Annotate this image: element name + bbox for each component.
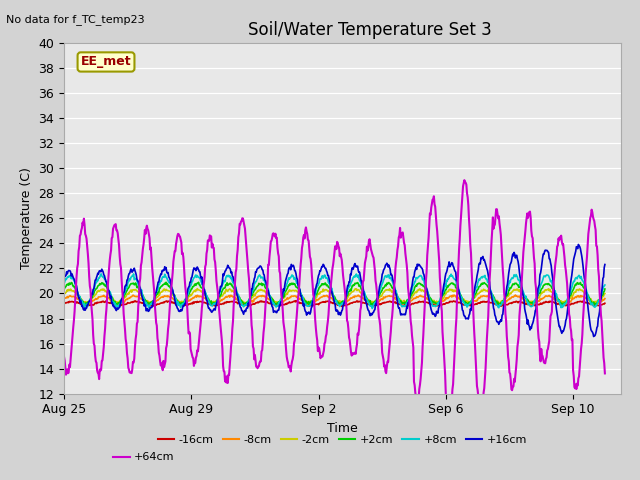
+64cm: [189, 354, 196, 360]
+64cm: [295, 290, 303, 296]
+64cm: [461, 177, 468, 183]
Line: +64cm: +64cm: [64, 180, 605, 419]
-8cm: [511, 292, 519, 298]
-16cm: [292, 298, 300, 303]
+2cm: [163, 279, 170, 285]
-8cm: [278, 299, 285, 305]
+16cm: [147, 304, 155, 310]
+2cm: [60, 287, 68, 293]
-8cm: [559, 301, 567, 307]
Title: Soil/Water Temperature Set 3: Soil/Water Temperature Set 3: [248, 21, 492, 39]
+64cm: [475, 405, 483, 410]
-16cm: [189, 301, 196, 307]
-2cm: [278, 296, 286, 302]
+2cm: [474, 286, 482, 292]
+8cm: [60, 281, 68, 287]
-8cm: [189, 295, 196, 301]
+16cm: [230, 279, 238, 285]
+16cm: [575, 241, 582, 247]
+16cm: [189, 271, 196, 276]
+8cm: [369, 306, 376, 312]
+16cm: [590, 334, 598, 339]
+64cm: [444, 416, 452, 422]
+8cm: [148, 301, 156, 307]
X-axis label: Time: Time: [327, 422, 358, 435]
-8cm: [295, 296, 303, 302]
+16cm: [295, 285, 303, 290]
+2cm: [189, 284, 197, 289]
-16cm: [338, 303, 346, 309]
Line: +8cm: +8cm: [64, 274, 605, 309]
Line: -2cm: -2cm: [64, 288, 605, 304]
-8cm: [601, 296, 609, 301]
Line: +2cm: +2cm: [64, 282, 605, 305]
Line: +16cm: +16cm: [64, 244, 605, 336]
+8cm: [97, 271, 105, 277]
+64cm: [147, 244, 155, 250]
-16cm: [147, 302, 155, 308]
-8cm: [60, 296, 68, 301]
-8cm: [474, 297, 481, 303]
-16cm: [278, 302, 285, 308]
+2cm: [147, 300, 155, 305]
Y-axis label: Temperature (C): Temperature (C): [20, 168, 33, 269]
Line: -8cm: -8cm: [64, 295, 605, 304]
-16cm: [230, 300, 238, 305]
+8cm: [189, 276, 197, 282]
+2cm: [278, 295, 286, 301]
-2cm: [296, 292, 303, 298]
-8cm: [230, 294, 238, 300]
+16cm: [474, 270, 481, 276]
-2cm: [189, 290, 196, 296]
+2cm: [296, 288, 303, 294]
+2cm: [601, 286, 609, 292]
-8cm: [147, 301, 155, 307]
+16cm: [60, 277, 68, 283]
-16cm: [60, 300, 68, 306]
Line: -16cm: -16cm: [64, 300, 605, 306]
-2cm: [601, 291, 609, 297]
+8cm: [296, 287, 303, 292]
-16cm: [475, 300, 483, 306]
-2cm: [463, 301, 471, 307]
+8cm: [278, 294, 286, 300]
-2cm: [147, 299, 155, 305]
-16cm: [296, 300, 303, 305]
-2cm: [60, 292, 68, 298]
+64cm: [60, 354, 68, 360]
Text: EE_met: EE_met: [81, 56, 131, 69]
-2cm: [231, 290, 239, 296]
+8cm: [475, 276, 483, 282]
+8cm: [601, 282, 609, 288]
-2cm: [475, 290, 483, 296]
+64cm: [601, 371, 609, 376]
+8cm: [231, 286, 239, 292]
+2cm: [495, 302, 502, 308]
Legend: +64cm: +64cm: [109, 448, 179, 467]
-16cm: [601, 300, 609, 306]
+2cm: [231, 288, 239, 293]
+16cm: [601, 262, 609, 267]
+64cm: [278, 292, 285, 298]
Text: No data for f_TC_temp23: No data for f_TC_temp23: [6, 14, 145, 25]
+16cm: [278, 299, 285, 305]
-2cm: [193, 286, 201, 291]
+64cm: [230, 296, 238, 302]
